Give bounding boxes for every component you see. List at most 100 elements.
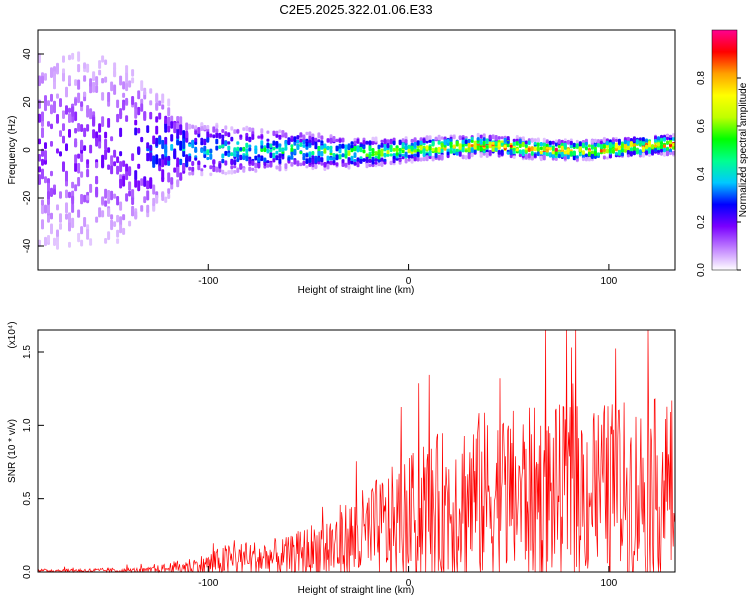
- spectrogram-cell: [83, 194, 87, 203]
- spectrogram-cell: [515, 148, 519, 152]
- spectrogram-cell: [557, 153, 561, 159]
- spectrogram-cell: [554, 151, 558, 155]
- spectrogram-cell: [71, 115, 75, 123]
- spectrogram-cell: [59, 151, 62, 157]
- spectrogram-cell: [47, 235, 50, 243]
- spectrogram-cell: [440, 142, 444, 148]
- spectrogram-cell: [497, 136, 501, 140]
- spectrogram-cell: [455, 140, 459, 147]
- spectrogram-cell: [645, 144, 648, 150]
- spectrogram-cell: [113, 193, 117, 199]
- spectrogram-cell: [290, 144, 294, 148]
- spectrogram-cell: [80, 101, 84, 107]
- spectrogram-cell: [575, 143, 579, 149]
- spectrogram-cell: [404, 139, 408, 144]
- spectrogram-cell: [407, 154, 411, 159]
- spectrogram-cell: [143, 176, 147, 187]
- spectrogram-cell: [140, 178, 144, 186]
- spectrogram-cell: [491, 134, 495, 140]
- spectrogram-cell: [335, 162, 339, 167]
- spectrogram-cell: [458, 151, 462, 157]
- figure-title: C2E5.2025.322.01.06.E33: [279, 2, 432, 17]
- spectrogram-cell: [666, 134, 669, 138]
- spectrogram-cell: [71, 195, 75, 205]
- spectrogram-cell: [434, 136, 438, 141]
- spectrogram-cell: [80, 124, 84, 132]
- spectrogram-cell: [83, 145, 87, 151]
- spectrogram-cell: [641, 141, 645, 146]
- spectrogram-cell: [401, 138, 405, 143]
- spectrogram-cell: [188, 143, 192, 147]
- spectrogram-cell: [347, 150, 351, 156]
- spectrogram-cell: [65, 86, 68, 98]
- spectrogram-cell: [359, 156, 363, 160]
- spectrogram-xlabel: Height of straight line (km): [298, 285, 415, 296]
- spectrogram-cells: [38, 51, 675, 250]
- spectrogram-cell: [308, 139, 312, 144]
- spectrogram-cell: [272, 146, 276, 151]
- spectrogram-cell: [155, 102, 159, 111]
- spectrogram-cell: [506, 151, 510, 155]
- spectrogram-cell: [512, 155, 516, 159]
- spectrogram-cell: [449, 150, 453, 154]
- spectrogram-cell: [530, 146, 534, 152]
- spectrogram-cell: [533, 138, 537, 143]
- spectrogram-cell: [299, 132, 303, 138]
- spectrogram-cell: [44, 104, 47, 112]
- spectrogram-cell: [128, 190, 132, 197]
- spectrogram-cell: [419, 140, 423, 145]
- snr-xtick-label: -100: [198, 578, 218, 589]
- spectrogram-cell: [344, 144, 348, 151]
- spectrogram-cell: [632, 136, 636, 142]
- spectrogram-cell: [605, 148, 609, 154]
- spectrogram-cell: [62, 161, 65, 172]
- spectrogram-cell: [50, 187, 53, 197]
- spectrogram-cell: [158, 165, 162, 172]
- spectrogram-cell: [203, 125, 207, 130]
- spectrogram-cell: [224, 160, 228, 166]
- spectrogram-cell: [666, 140, 669, 145]
- spectrogram-cell: [119, 75, 123, 86]
- spectrogram-cell: [134, 211, 138, 220]
- spectrogram-cell: [425, 155, 429, 162]
- spectrogram-cell: [257, 135, 261, 139]
- spectrogram-cell: [86, 163, 90, 169]
- spectrogram-cell: [137, 180, 141, 192]
- spectrogram-cell: [476, 145, 480, 151]
- spectrogram-cell: [188, 171, 192, 176]
- spectrogram-cell: [663, 144, 666, 149]
- spectrogram-cell: [122, 101, 126, 111]
- spectrogram-cell: [275, 155, 279, 161]
- spectrogram-ytick-label: -40: [22, 238, 33, 253]
- spectrogram-cell: [278, 153, 282, 159]
- spectrogram-cell: [71, 181, 75, 189]
- spectrogram-cell: [104, 59, 108, 65]
- spectrogram-cell: [617, 138, 621, 145]
- spectrogram-cell: [275, 133, 279, 138]
- spectrogram-cell: [167, 98, 171, 107]
- spectrogram-cell: [194, 141, 198, 145]
- spectrogram-cell: [629, 151, 633, 155]
- spectrogram-cell: [461, 146, 465, 153]
- spectrogram-cell: [74, 111, 78, 122]
- spectrogram-cell: [146, 204, 150, 213]
- spectrogram-cell: [233, 170, 237, 174]
- spectrogram-cell: [134, 127, 138, 136]
- spectrogram-cell: [95, 137, 99, 147]
- spectrogram-cell: [596, 139, 600, 144]
- spectrogram-cell: [161, 191, 165, 201]
- spectrogram-cell: [146, 180, 150, 189]
- spectrogram-cell: [182, 150, 186, 157]
- spectrogram-cell: [648, 141, 651, 147]
- spectrogram-cell: [65, 213, 68, 220]
- spectrogram-cell: [125, 163, 129, 173]
- spectrogram-cell: [110, 165, 114, 175]
- spectrogram-cell: [521, 151, 525, 157]
- spectrogram-cell: [660, 144, 663, 150]
- spectrogram-cell: [452, 149, 456, 154]
- spectrogram-cell: [308, 135, 312, 141]
- spectrogram-cell: [128, 167, 132, 176]
- spectrogram-cell: [452, 144, 456, 149]
- spectrogram-cell: [317, 150, 321, 157]
- spectrogram-cell: [296, 144, 300, 150]
